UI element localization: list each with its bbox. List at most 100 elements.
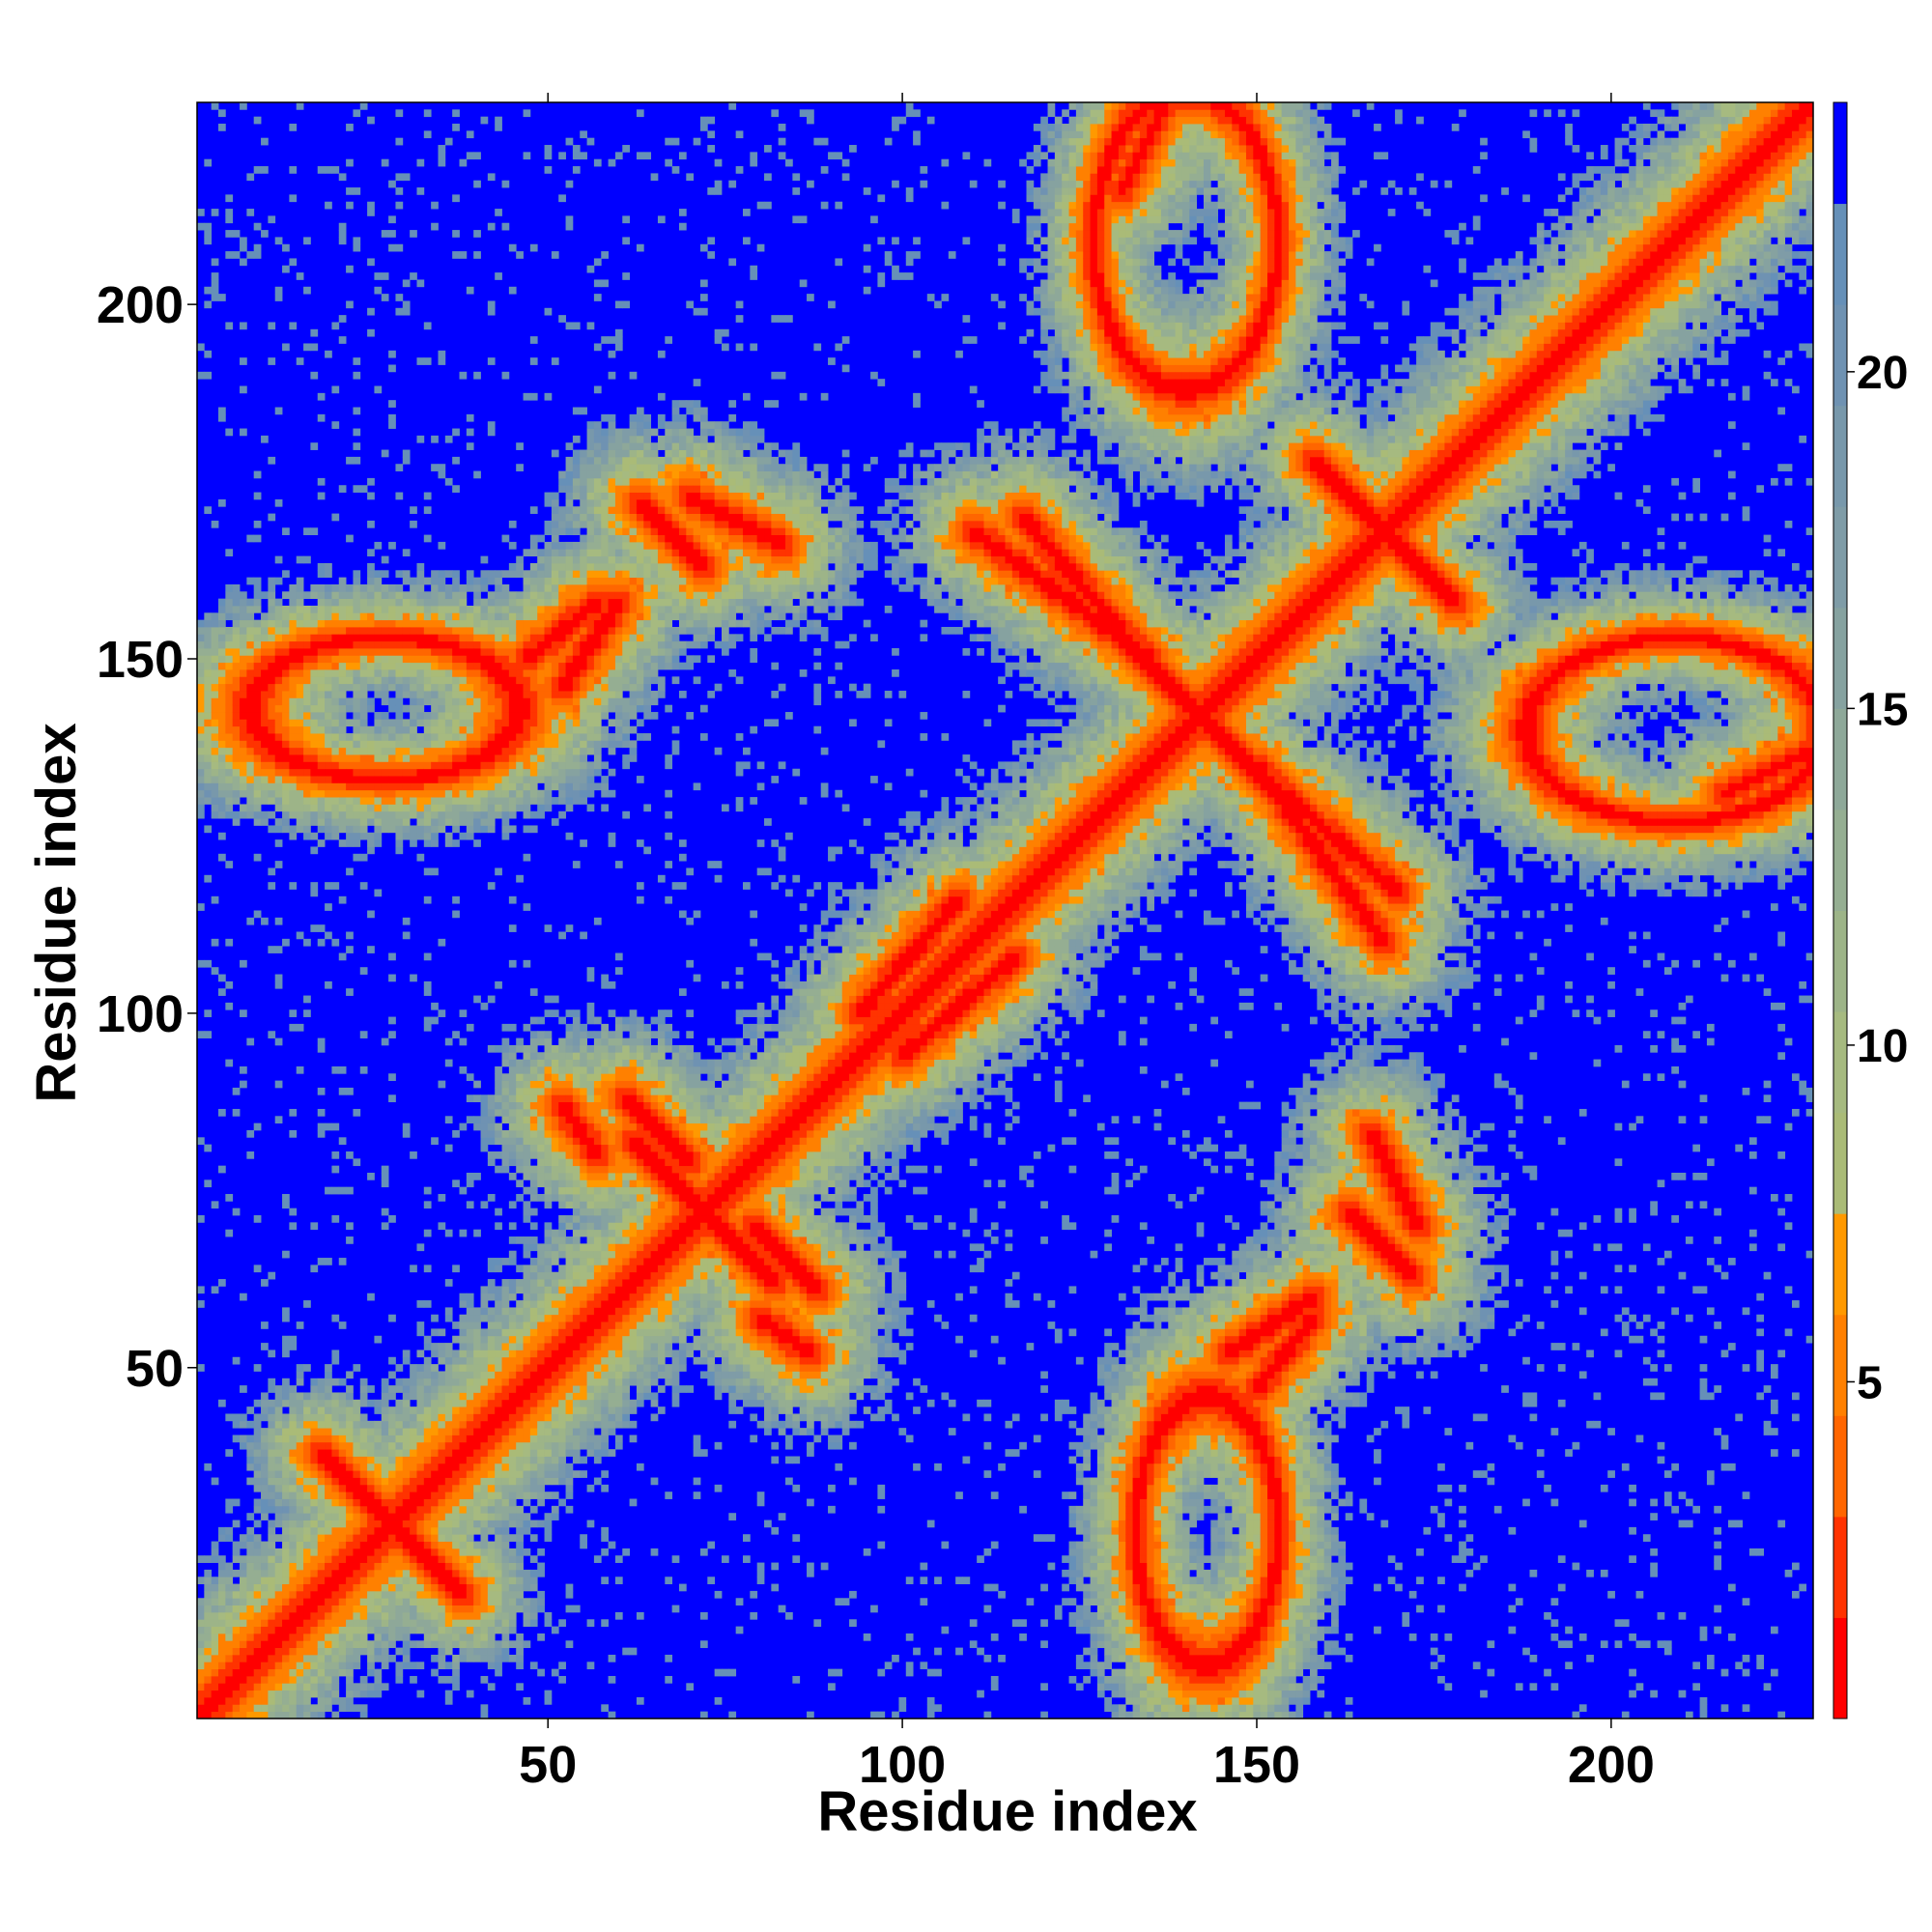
heatmap-cell: [268, 1505, 276, 1514]
heatmap-cell: [537, 583, 545, 592]
heatmap-cell: [395, 605, 404, 613]
heatmap-cell: [388, 1498, 396, 1507]
heatmap-cell: [225, 782, 234, 791]
heatmap-cell: [204, 676, 213, 685]
heatmap-cell: [395, 583, 404, 592]
heatmap-cell: [303, 648, 311, 656]
heatmap-cell: [310, 683, 319, 692]
heatmap-cell: [431, 825, 439, 834]
heatmap-cell: [274, 974, 283, 982]
heatmap-cell: [537, 740, 545, 749]
heatmap-cell: [381, 669, 389, 677]
heatmap-cell: [346, 1598, 354, 1605]
heatmap-cell: [374, 286, 383, 295]
heatmap-cell: [529, 1364, 538, 1372]
heatmap-cell: [495, 1598, 502, 1605]
heatmap-cell: [338, 1477, 347, 1486]
heatmap-cell: [381, 1420, 389, 1429]
heatmap-cell: [274, 1498, 283, 1507]
heatmap-cell: [423, 832, 432, 840]
heatmap-cell: [508, 1569, 517, 1577]
heatmap-cell: [529, 1108, 538, 1117]
heatmap-cell: [303, 719, 311, 727]
heatmap-cell: [225, 669, 234, 677]
heatmap-cell: [331, 648, 340, 656]
heatmap-cell: [444, 477, 453, 486]
heatmap-cell: [558, 1065, 566, 1074]
heatmap-cell: [402, 1122, 411, 1131]
heatmap-cell: [374, 740, 383, 749]
heatmap-cell: [516, 1236, 524, 1244]
heatmap-cell: [431, 1364, 439, 1372]
heatmap-cell: [346, 1413, 354, 1422]
heatmap-cell: [388, 364, 396, 373]
heatmap-cell: [537, 1151, 545, 1159]
heatmap-cell: [204, 640, 213, 649]
heatmap-cell: [444, 1392, 453, 1401]
heatmap-cell: [444, 1364, 453, 1372]
heatmap-cell: [353, 1605, 361, 1613]
heatmap-cell: [303, 797, 311, 805]
heatmap-cell: [402, 605, 411, 613]
heatmap-cell: [544, 1080, 553, 1089]
heatmap-cell: [253, 697, 262, 706]
heatmap-cell: [289, 1548, 298, 1556]
heatmap-cell: [303, 527, 311, 535]
heatmap-cell: [381, 598, 389, 607]
heatmap-cell: [274, 605, 283, 613]
heatmap-cell: [346, 187, 354, 195]
heatmap-cell: [353, 442, 361, 450]
heatmap-cell: [431, 605, 439, 613]
heatmap-cell: [508, 1222, 517, 1231]
heatmap-cell: [282, 1526, 290, 1535]
heatmap-cell: [317, 1633, 326, 1641]
heatmap-cell: [501, 1350, 510, 1358]
heatmap-cell: [495, 577, 502, 585]
heatmap-cell: [268, 1683, 276, 1691]
heatmap-cell: [452, 1399, 460, 1407]
heatmap-cell: [303, 1704, 311, 1713]
heatmap-cell: [444, 1505, 453, 1514]
heatmap-cell: [359, 704, 368, 713]
heatmap-cell: [466, 768, 474, 777]
heatmap-cell: [317, 754, 326, 762]
heatmap-cell: [529, 1392, 538, 1401]
heatmap-cell: [204, 1611, 213, 1620]
heatmap-cell: [444, 137, 453, 146]
heatmap-cell: [331, 1392, 340, 1401]
heatmap-cell: [551, 648, 559, 656]
heatmap-cell: [501, 1328, 510, 1337]
heatmap-cell: [338, 612, 347, 621]
heatmap-cell: [452, 704, 460, 713]
heatmap-cell: [537, 768, 545, 777]
heatmap-cell: [473, 754, 481, 762]
heatmap-cell: [282, 825, 290, 834]
heatmap-cell: [218, 413, 226, 422]
heatmap-cell: [480, 1116, 489, 1124]
heatmap-cell: [508, 1144, 517, 1152]
heatmap-cell: [466, 804, 474, 812]
heatmap-cell: [381, 640, 389, 649]
heatmap-cell: [268, 456, 276, 465]
heatmap-cell: [395, 137, 404, 146]
heatmap-cell: [289, 1477, 298, 1486]
heatmap-cell: [495, 697, 502, 706]
heatmap-cell: [523, 754, 531, 762]
heatmap-cell: [338, 1619, 347, 1628]
heatmap-cell: [204, 1590, 213, 1599]
heatmap-cell: [296, 782, 304, 791]
heatmap-cell: [296, 1520, 304, 1528]
heatmap-cell: [487, 1116, 496, 1124]
heatmap-cell: [565, 1116, 574, 1124]
heatmap-cell: [359, 1534, 368, 1542]
heatmap-cell: [338, 1463, 347, 1471]
heatmap-cell: [353, 612, 361, 621]
heatmap-cell: [558, 1356, 566, 1365]
heatmap-cell: [544, 1037, 553, 1046]
heatmap-cell: [310, 1492, 319, 1499]
heatmap-cell: [501, 1441, 510, 1450]
heatmap-cell: [516, 1314, 524, 1322]
heatmap-cell: [310, 371, 319, 380]
heatmap-cell: [501, 810, 510, 819]
heatmap-cell: [444, 1279, 453, 1287]
